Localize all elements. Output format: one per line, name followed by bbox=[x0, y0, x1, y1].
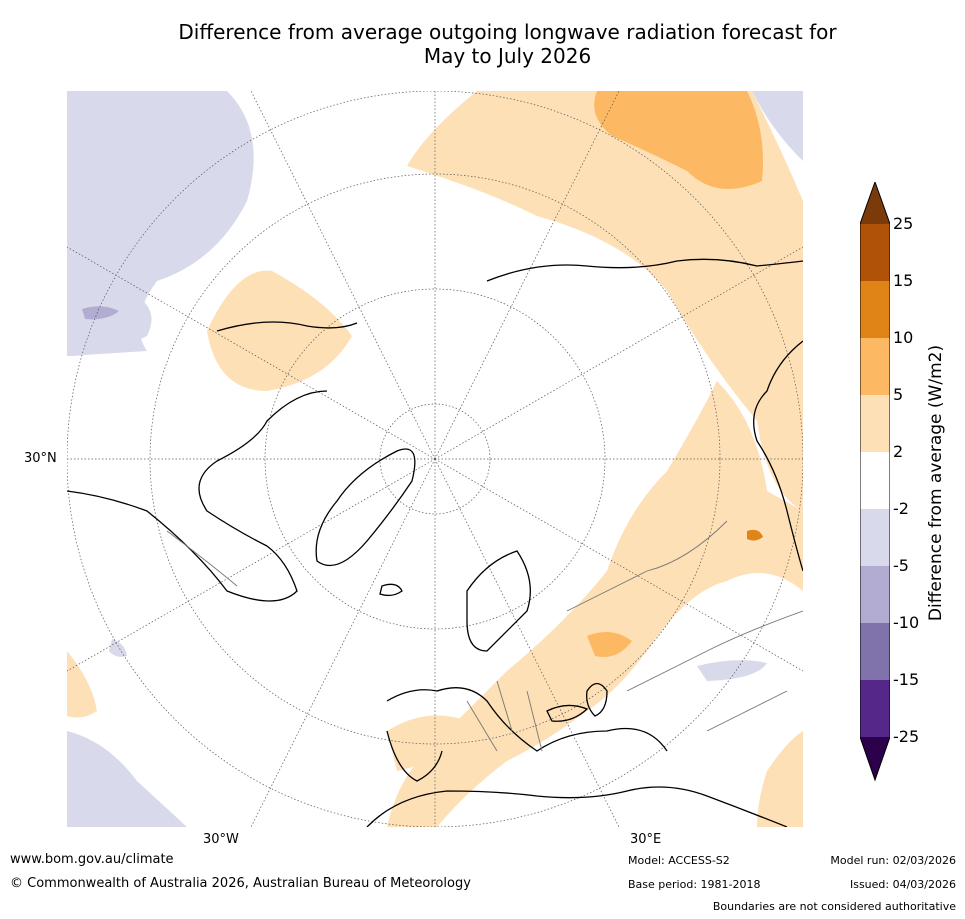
latitude-circle-60 bbox=[264, 288, 606, 630]
region-tibet-negative bbox=[697, 660, 767, 681]
coastline-scandinavia bbox=[466, 550, 531, 652]
negative-anomaly-regions bbox=[67, 91, 803, 827]
colorbar-tick: -10 bbox=[893, 613, 920, 632]
coastline-siberia bbox=[486, 258, 803, 282]
region-bering-negative bbox=[67, 291, 152, 356]
region-siberia-positive bbox=[407, 91, 803, 511]
colorbar-tick: -15 bbox=[893, 670, 920, 689]
coastline-east-asia bbox=[753, 340, 803, 572]
colorbar-band-neg10-neg5 bbox=[860, 566, 890, 623]
title-line-2: May to July 2026 bbox=[423, 44, 592, 68]
border-europe bbox=[466, 680, 543, 752]
polar-map bbox=[67, 91, 803, 827]
colorbar-band-10-15 bbox=[860, 281, 890, 338]
coastline-europe bbox=[386, 687, 668, 752]
colorbar-tick: 10 bbox=[893, 328, 914, 347]
region-bering-strong bbox=[82, 306, 119, 320]
coastlines bbox=[67, 258, 803, 827]
colorbar-below-min-arrow bbox=[860, 737, 890, 780]
region-atlantic-small bbox=[67, 651, 97, 718]
colorbar-tick: -5 bbox=[893, 556, 909, 575]
coastline-alaska-arctic bbox=[216, 321, 358, 332]
colorbar-band-15-25 bbox=[860, 224, 890, 281]
colorbar-tick: -25 bbox=[893, 727, 920, 746]
latitude-circle-45 bbox=[149, 173, 721, 745]
colorbar-tick: -2 bbox=[893, 499, 909, 518]
colorbar-tick: 25 bbox=[893, 214, 914, 233]
meridian-120e bbox=[434, 246, 803, 460]
region-siberia-stronger bbox=[594, 91, 763, 189]
meridian-60w bbox=[67, 458, 436, 672]
region-east-asia-positive bbox=[757, 731, 803, 827]
footer-model: Model: ACCESS-S2 bbox=[628, 854, 730, 867]
footer-copyright: © Commonwealth of Australia 2026, Austra… bbox=[10, 876, 471, 891]
border-kazakhstan bbox=[626, 610, 803, 692]
region-atlantic-negative bbox=[109, 639, 127, 657]
meridian-30w bbox=[250, 458, 436, 827]
country-borders bbox=[166, 520, 803, 752]
border-canada-us bbox=[166, 530, 238, 587]
colorbar-band-neg25-neg15 bbox=[860, 680, 890, 737]
coastline-africa bbox=[366, 786, 788, 827]
footer-issued: Issued: 04/03/2026 bbox=[849, 878, 956, 891]
colorbar-outline bbox=[860, 182, 890, 782]
colorbar-tick: 5 bbox=[893, 385, 904, 404]
region-siberia-dot bbox=[747, 529, 763, 541]
colorbar-tick: 15 bbox=[893, 271, 914, 290]
colorbar-title: Difference from average (W/m2) bbox=[926, 344, 946, 622]
border-china bbox=[706, 690, 788, 732]
footer-model-run: Model run: 02/03/2026 bbox=[830, 854, 956, 867]
map-canvas bbox=[67, 91, 803, 827]
chart-title: Difference from average outgoing longwav… bbox=[60, 20, 955, 68]
coastline-caspian bbox=[586, 682, 608, 717]
region-mediterranean-positive bbox=[387, 715, 467, 771]
coastline-black-sea bbox=[546, 704, 589, 722]
positive-anomaly-regions bbox=[67, 91, 803, 827]
region-northeast-negative bbox=[752, 91, 803, 161]
lon-label-30e: 30°E bbox=[630, 832, 662, 847]
colorbar-band-5-10 bbox=[860, 338, 890, 395]
coastline-iberia bbox=[386, 730, 443, 782]
meridian-120w bbox=[67, 246, 436, 460]
colorbar-band-2-5 bbox=[860, 395, 890, 452]
coastline-iceland bbox=[379, 583, 403, 597]
meridian-60e bbox=[434, 458, 803, 672]
colorbar-band-neg15-neg10 bbox=[860, 623, 890, 680]
footer-base-period: Base period: 1981-2018 bbox=[628, 878, 761, 891]
colorbar-above-max-arrow bbox=[860, 182, 890, 224]
colorbar bbox=[860, 182, 890, 782]
border-russia bbox=[566, 520, 728, 612]
title-line-1: Difference from average outgoing longwav… bbox=[178, 20, 837, 44]
colorbar-band-neg5-neg2 bbox=[860, 509, 890, 566]
lon-label-30w: 30°W bbox=[203, 832, 239, 847]
region-caspian-stronger bbox=[587, 632, 632, 657]
region-europe-asia-band bbox=[387, 381, 803, 827]
colorbar-tick: 2 bbox=[893, 442, 904, 461]
region-pacific-negative bbox=[67, 91, 254, 356]
footer-url[interactable]: www.bom.gov.au/climate bbox=[10, 852, 174, 867]
coastline-greenland bbox=[315, 448, 416, 567]
colorbar-band-neg2-2 bbox=[860, 452, 890, 509]
region-canada-positive bbox=[207, 270, 352, 391]
region-southwest-negative bbox=[67, 731, 187, 827]
graticule bbox=[67, 91, 803, 827]
coastline-north-america bbox=[67, 390, 328, 602]
footer-disclaimer: Boundaries are not considered authoritat… bbox=[712, 900, 956, 913]
lat-label-30n: 30°N bbox=[24, 451, 57, 466]
